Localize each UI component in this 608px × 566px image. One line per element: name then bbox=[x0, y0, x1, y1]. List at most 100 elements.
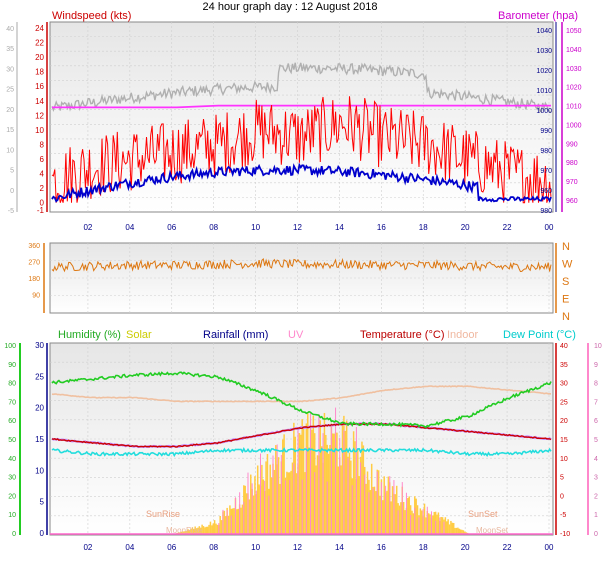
temp-x-tick-label: 00 bbox=[545, 543, 554, 552]
wind-inner-right-tick-label: 1040 bbox=[536, 28, 552, 35]
uv-tick-label: 7 bbox=[594, 399, 598, 406]
direction-series-line bbox=[51, 257, 552, 273]
windspeed-tick-label: 2 bbox=[40, 184, 45, 193]
humidity-tick-label: 40 bbox=[8, 456, 16, 463]
temperature-tick-label: 20 bbox=[560, 418, 568, 425]
wind-x-tick-label: 00 bbox=[545, 223, 554, 232]
solar-label: Solar bbox=[126, 329, 152, 341]
gust-tick-label: 20 bbox=[6, 107, 14, 114]
temp-x-tick-label: 02 bbox=[83, 543, 92, 552]
rainfall-tick-label: 20 bbox=[35, 404, 44, 413]
temp-x-tick-label: 18 bbox=[419, 543, 428, 552]
gust-tick-label: 35 bbox=[6, 46, 14, 53]
series-layer bbox=[50, 62, 553, 535]
windspeed-tick-label: 18 bbox=[35, 68, 44, 77]
barometer-tick-label: 990 bbox=[566, 141, 578, 148]
wind-x-tick-label: 14 bbox=[335, 223, 344, 232]
wind-inner-right-tick-label: 1020 bbox=[536, 68, 552, 75]
temp-x-tick-label: 14 bbox=[335, 543, 344, 552]
rainfall-tick-label: 30 bbox=[35, 341, 44, 350]
wind-x-tick-label: 04 bbox=[125, 223, 134, 232]
barometer-tick-label: 960 bbox=[566, 198, 578, 205]
temp-x-tick-label: 12 bbox=[293, 543, 302, 552]
temperature-tick-label: -5 bbox=[560, 512, 566, 519]
wind-inner-right-tick-label: 960 bbox=[540, 188, 552, 195]
temperature-tick-label: 30 bbox=[560, 381, 568, 388]
indoor-series-line bbox=[51, 385, 551, 403]
wind-inner-right-tick-label: 980 bbox=[540, 208, 552, 215]
humidity-tick-label: 50 bbox=[8, 437, 16, 444]
uv-tick-label: 5 bbox=[594, 437, 598, 444]
wind-inner-right-tick-label: 970 bbox=[540, 168, 552, 175]
windspeed-tick-label: 14 bbox=[35, 97, 44, 106]
barometer-label: Barometer (hpa) bbox=[498, 10, 578, 22]
wind-x-tick-label: 20 bbox=[461, 223, 470, 232]
rainfall-tick-label: 10 bbox=[35, 466, 44, 475]
temp-x-tick-label: 08 bbox=[209, 543, 218, 552]
barometer-tick-label: 970 bbox=[566, 179, 578, 186]
barometer-tick-label: 1020 bbox=[566, 85, 582, 92]
humidity-tick-label: 0 bbox=[12, 531, 16, 538]
windspeed-tick-label: 0 bbox=[40, 199, 45, 208]
chart-title: 24 hour graph day : 12 August 2018 bbox=[203, 1, 378, 13]
wind-panel-bg bbox=[49, 21, 554, 213]
gust-tick-label: 15 bbox=[6, 127, 14, 134]
uv-tick-label: 8 bbox=[594, 381, 598, 388]
temperature-tick-label: 25 bbox=[560, 399, 568, 406]
uv-tick-label: 4 bbox=[594, 456, 598, 463]
barometer-tick-label: 1040 bbox=[566, 47, 582, 54]
temperature-tick-label: 35 bbox=[560, 362, 568, 369]
uv-tick-label: 6 bbox=[594, 418, 598, 425]
temperature-tick-label: 0 bbox=[560, 493, 564, 500]
windspeed-series-line bbox=[51, 96, 552, 204]
dewpoint-series-line bbox=[51, 447, 552, 458]
barometer-tick-label: 1050 bbox=[566, 28, 582, 35]
uv-tick-label: 9 bbox=[594, 362, 598, 369]
gust-series-line bbox=[51, 62, 552, 113]
uv-tick-label: 10 bbox=[594, 343, 602, 350]
humidity-series-line bbox=[51, 371, 552, 429]
gust-tick-label: -5 bbox=[8, 208, 14, 215]
gust-tick-label: 30 bbox=[6, 66, 14, 73]
gust-tick-label: 5 bbox=[10, 168, 14, 175]
temperature-label: Temperature (°C) bbox=[360, 329, 444, 341]
moonset-label: MoonSet bbox=[476, 526, 509, 535]
temperature-tick-label: 5 bbox=[560, 475, 564, 482]
humidity-tick-label: 30 bbox=[8, 475, 16, 482]
temperature-tick-label: -10 bbox=[560, 531, 570, 538]
direction-tick-label: 90 bbox=[32, 293, 40, 300]
indoor-label: Indoor bbox=[447, 329, 479, 341]
rainfall-tick-label: 0 bbox=[40, 529, 45, 538]
windspeed-tick-label: 20 bbox=[35, 53, 44, 62]
compass-label: S bbox=[562, 276, 569, 288]
humidity-tick-label: 20 bbox=[8, 493, 16, 500]
wind-inner-right-tick-label: 990 bbox=[540, 128, 552, 135]
windspeed-tick-label: 16 bbox=[35, 82, 44, 91]
rainfall-label: Rainfall (mm) bbox=[203, 329, 268, 341]
uv-tick-label: 1 bbox=[594, 512, 598, 519]
windspeed-tick-label: 24 bbox=[35, 24, 44, 33]
moonrise-label: MoonRise bbox=[166, 526, 203, 535]
barometer-tick-label: 1000 bbox=[566, 122, 582, 129]
temp-x-tick-label: 16 bbox=[377, 543, 386, 552]
barometer-tick-label: 980 bbox=[566, 160, 578, 167]
uv-label: UV bbox=[288, 329, 304, 341]
wind-x-tick-label: 06 bbox=[167, 223, 176, 232]
wind-x-tick-label: 18 bbox=[419, 223, 428, 232]
wind-x-tick-label: 02 bbox=[83, 223, 92, 232]
temp-x-tick-label: 04 bbox=[125, 543, 134, 552]
gust-tick-label: 10 bbox=[6, 147, 14, 154]
rainfall-tick-label: 15 bbox=[35, 435, 44, 444]
windspeed-tick-label: 6 bbox=[40, 155, 45, 164]
gust-tick-label: 40 bbox=[6, 26, 14, 33]
humidity-tick-label: 70 bbox=[8, 399, 16, 406]
uv-tick-label: 0 bbox=[594, 531, 598, 538]
humidity-tick-label: 60 bbox=[8, 418, 16, 425]
barometer-tick-label: 1030 bbox=[566, 66, 582, 73]
sunset-label: SunSet bbox=[468, 509, 498, 519]
wind-avg-series-line bbox=[51, 162, 552, 203]
rainfall-tick-label: 5 bbox=[40, 498, 45, 507]
compass-label: N bbox=[562, 311, 570, 323]
windspeed-tick-label: 10 bbox=[35, 126, 44, 135]
